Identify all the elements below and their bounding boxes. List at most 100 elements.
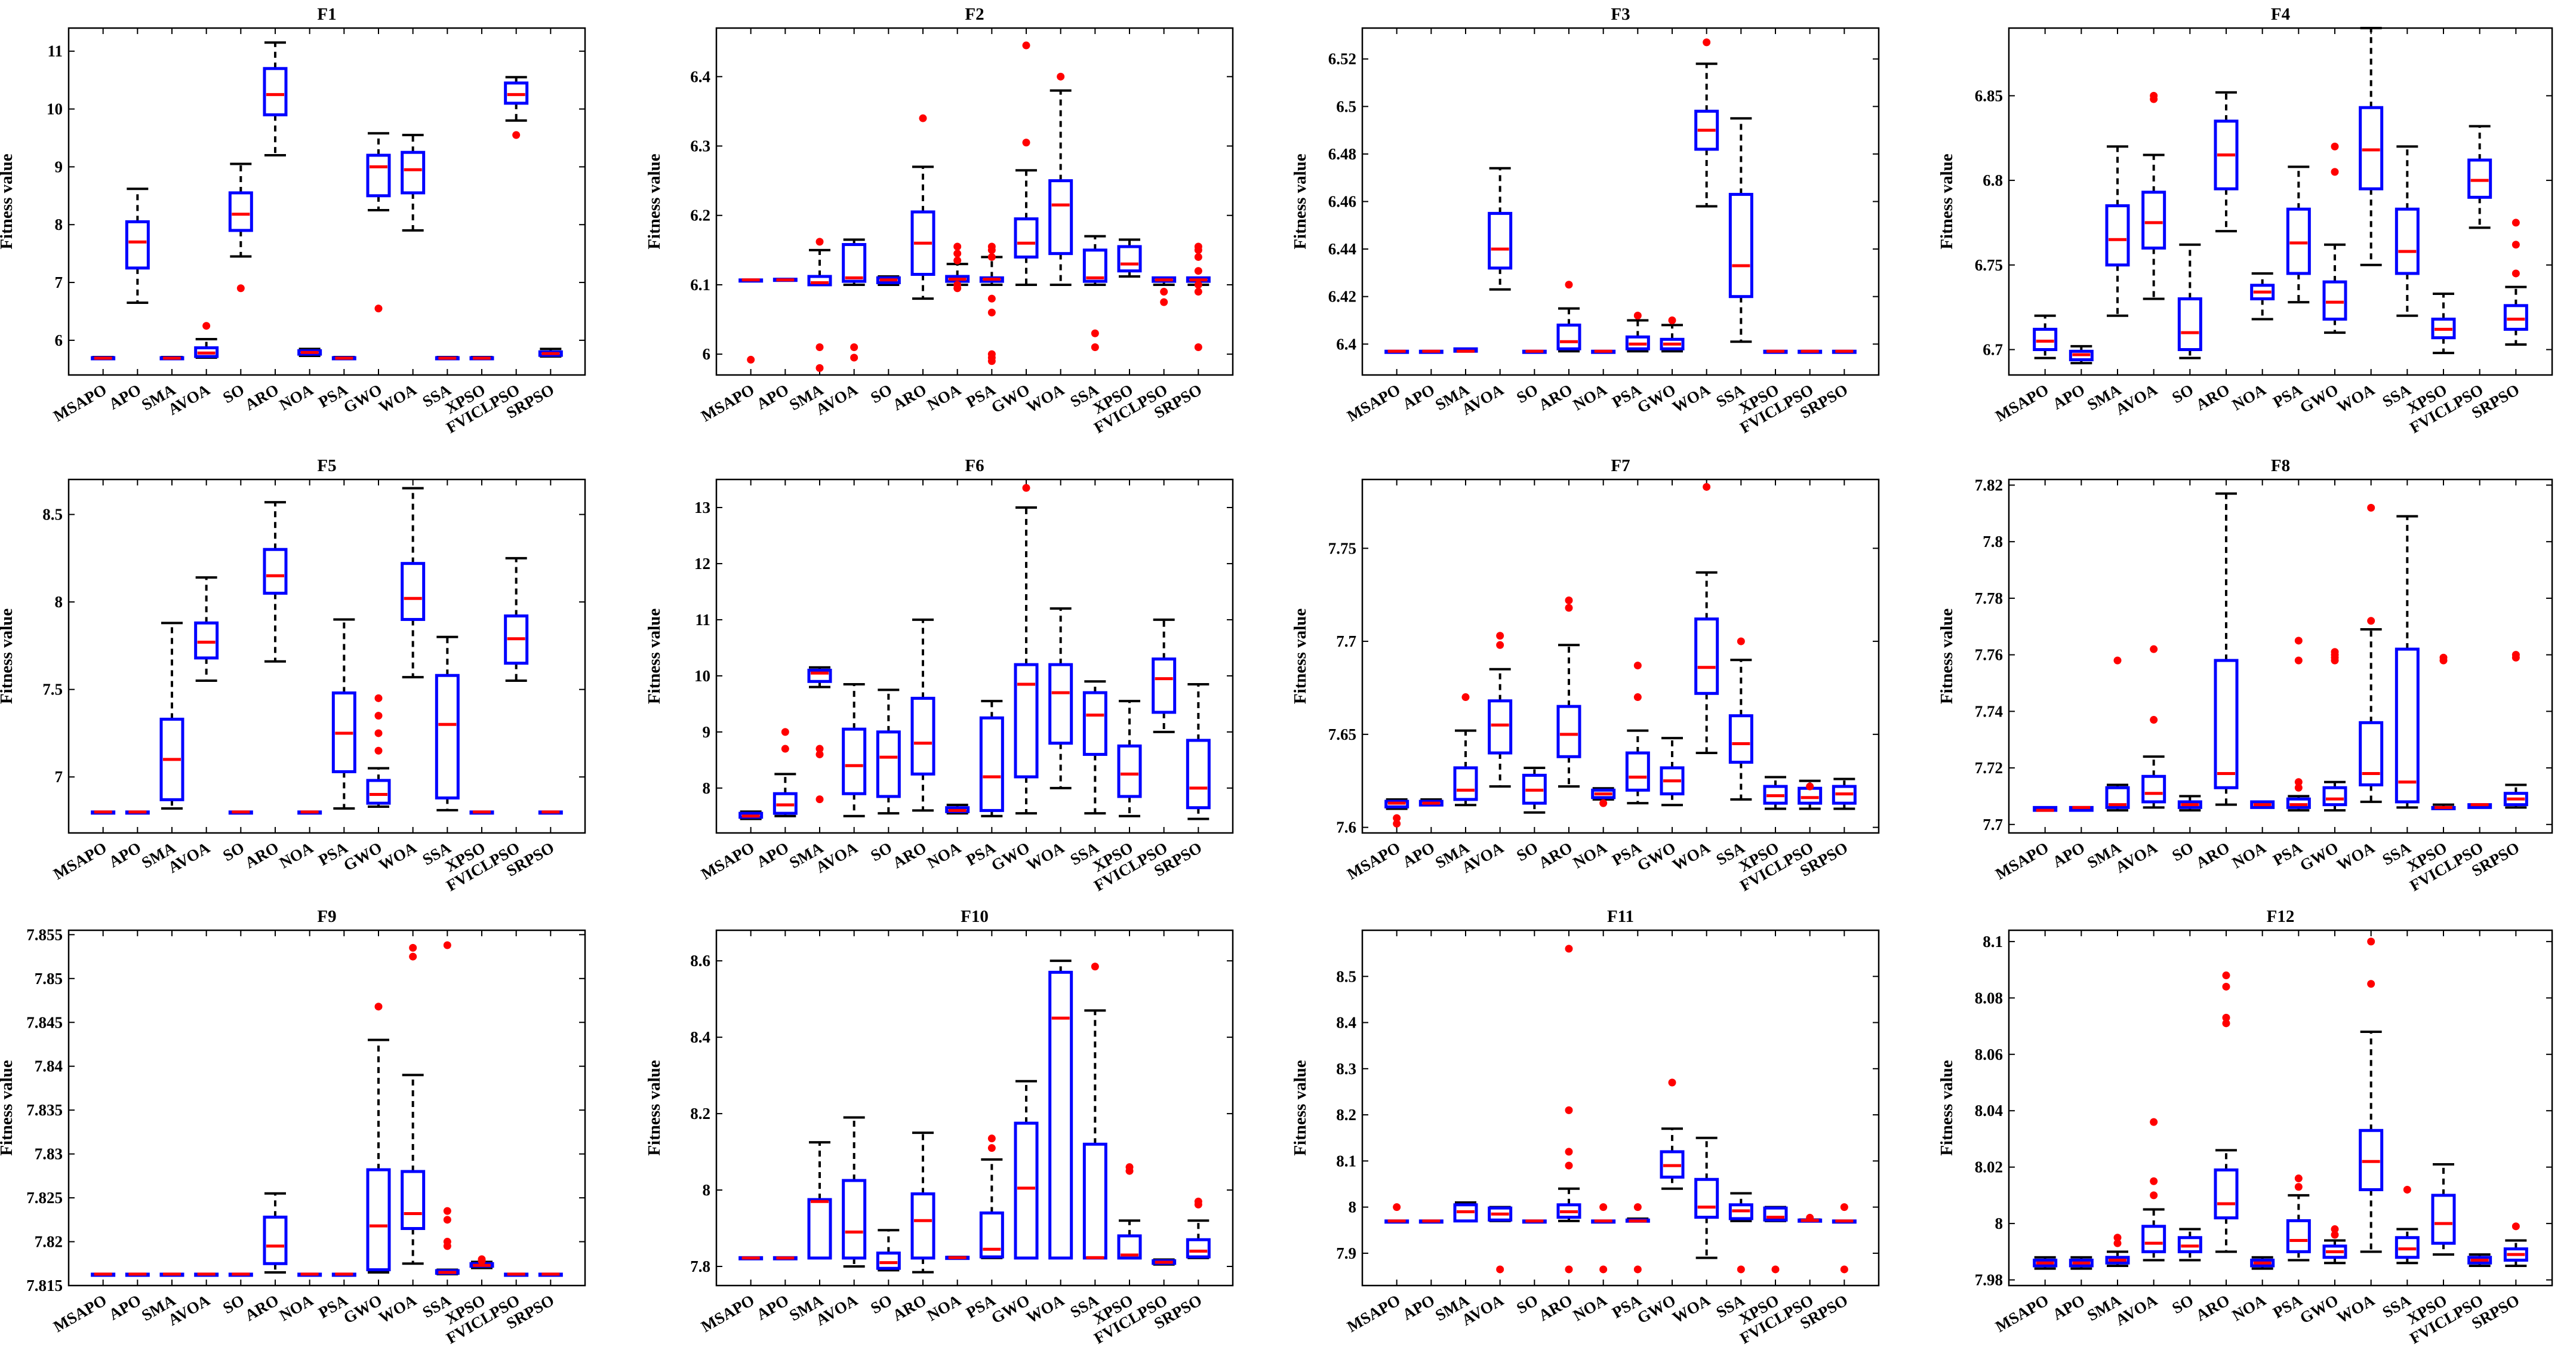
iqr-box [1625,751,1650,792]
axes-frame [715,929,1234,1287]
y-axis-label: Fitness value [645,608,664,704]
box-aro [263,1192,288,1274]
box-woa [1048,72,1073,286]
box-gwo [2322,142,2347,334]
iqr-box [2359,1129,2384,1191]
iqr-box [1186,1238,1211,1259]
box-apo [773,728,798,817]
y-tick-label: 7.7 [1983,816,2003,834]
outlier-point [409,952,417,961]
iqr-box [2033,1259,2058,1268]
outlier-point [781,745,789,753]
outlier-point [987,1134,996,1143]
outlier-point [1091,343,1099,352]
box-psa [979,242,1004,365]
outlier-point [443,1207,451,1215]
y-tick-label: 11 [695,611,710,629]
axes-frame [1361,478,1880,834]
outlier-point [2512,219,2520,227]
outlier-point [2113,1234,2122,1242]
box-srpso [2503,219,2528,346]
outlier-point [1393,819,1401,828]
y-axis-label: Fitness value [645,1060,664,1155]
axes-frame [67,27,586,376]
outlier-point [1703,38,1711,47]
outlier-point [987,246,996,254]
iqr-box [2105,786,2130,809]
subplot-title: F6 [965,456,984,475]
outlier-point [1633,662,1642,670]
y-tick-label: 9 [55,158,63,176]
iqr-box [366,1168,391,1272]
outlier-point [1057,72,1065,81]
y-tick-label: 6.85 [1975,87,2003,104]
outlier-point [1565,1265,1573,1274]
outlier-point [1194,281,1202,289]
outlier-point [2367,937,2375,946]
outlier-point [1194,246,1202,254]
box-so [876,688,901,815]
subplot-title: F8 [2271,456,2290,475]
iqr-box [435,674,460,800]
outlier-point [1461,693,1470,702]
y-axis-label: Fitness value [1937,608,1956,704]
outlier-point [2222,1019,2230,1028]
iqr-box [2069,1259,2094,1268]
outlier-point [2294,637,2303,645]
box-xpso [2431,1163,2456,1256]
axes-frame [715,27,1234,376]
iqr-box [504,614,529,665]
outlier-point [1393,814,1401,822]
box-woa [2359,503,2384,803]
box-apo [125,1272,150,1277]
box-psa [331,355,356,361]
iqr-box [1556,1203,1581,1219]
y-axis-label: Fitness value [1937,1060,1956,1155]
iqr-box [1694,1177,1719,1219]
iqr-box [2322,1244,2347,1259]
iqr-box [2250,1259,2275,1268]
iqr-box [366,153,391,198]
box-ssa [1082,963,1107,1260]
outlier-point [953,256,962,265]
box-noa [297,1272,322,1277]
box-sma [807,666,832,804]
box-ssa [435,941,460,1275]
box-srpso [1186,1197,1211,1259]
box-so [2177,243,2202,359]
box-so [1522,349,1547,354]
box-psa [331,1272,356,1277]
outlier-point [2331,142,2339,150]
box-msapo [1384,1203,1409,1224]
y-tick-label: 6.1 [690,276,710,294]
box-aro [263,41,288,157]
outlier-point [2512,1222,2520,1231]
box-msapo [738,1256,764,1260]
iqr-box [2395,207,2420,275]
outlier-point [1160,298,1168,306]
box-apo [773,1256,798,1260]
outlier-point [2331,1231,2339,1239]
outlier-point [1565,281,1573,289]
box-gwo [2322,648,2347,812]
box-ssa [1728,117,1753,343]
y-tick-label: 8.06 [1975,1046,2003,1063]
y-tick-label: 7.82 [35,1233,63,1251]
box-srpso [538,1272,563,1277]
y-tick-label: 6.8 [1983,171,2003,189]
box-avoa [842,238,867,362]
box-ssa [2395,515,2420,809]
iqr-box [1660,337,1685,350]
axes-frame [2008,929,2553,1287]
box-aro [263,501,288,663]
y-tick-label: 6.7 [1983,340,2003,358]
subplot-title: F5 [317,456,336,475]
outlier-point [1806,1213,1814,1222]
subplot-title: F9 [317,907,336,926]
box-ssa [2395,1185,2420,1265]
iqr-box [2395,647,2420,804]
iqr-box [876,276,901,284]
box-avoa [194,576,219,682]
y-tick-label: 7.9 [1336,1244,1356,1262]
